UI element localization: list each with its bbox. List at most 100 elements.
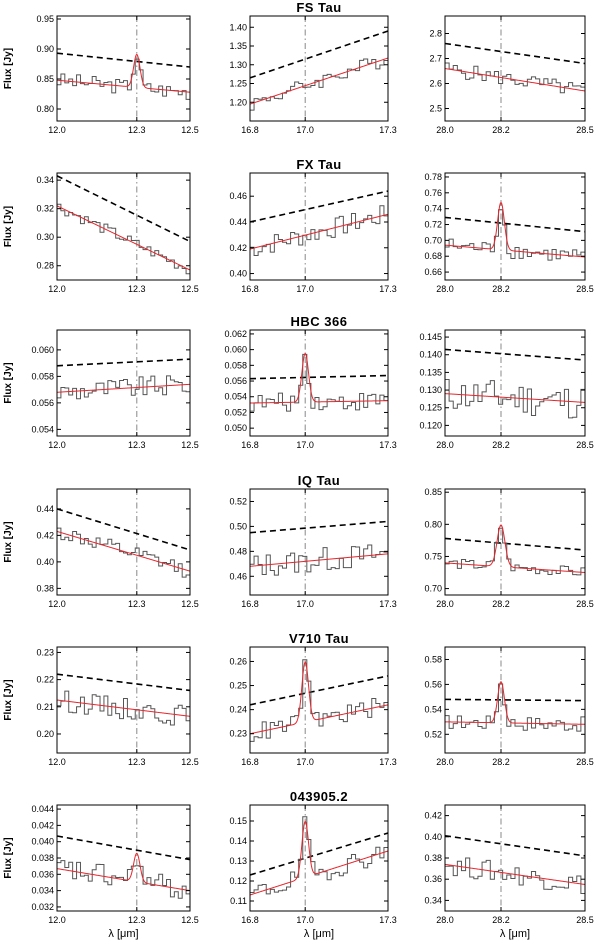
y-tick-label: 1.30: [229, 60, 247, 70]
x-tick-label: 12.5: [181, 440, 199, 450]
plot-area: [57, 16, 190, 121]
y-tick-label: 0.25: [229, 681, 247, 691]
plot-area: [250, 805, 388, 911]
panel-frame: [56, 172, 191, 281]
plot-area: [445, 173, 585, 280]
continuum-line: [445, 216, 585, 233]
observed-spectrum: [250, 58, 388, 111]
continuum-line: [57, 673, 190, 692]
x-tick-label: 12.3: [128, 915, 146, 925]
y-tick-label: 0.56: [424, 679, 442, 689]
x-tick-label: 12.3: [128, 599, 146, 609]
x-tick-label: 12.5: [181, 599, 199, 609]
y-tick-label: 0.44: [36, 504, 54, 514]
y-tick-label: 0.46: [229, 191, 247, 201]
x-tick-label: 12.0: [48, 757, 66, 767]
star-title: FX Tau: [296, 157, 341, 172]
y-tick-label: 0.12: [229, 876, 247, 886]
panel-frame: [56, 15, 191, 122]
continuum-line: [57, 835, 190, 861]
model-fit: [250, 553, 388, 567]
continuum-line: [250, 190, 388, 223]
panel: 16.8 17.0 17.3 0.40 0.42 0.44 0.46 FX Tau: [229, 157, 396, 294]
x-tick-label: 28.5: [576, 440, 594, 450]
plot-area: [445, 330, 585, 436]
y-tick-label: 0.044: [31, 804, 54, 814]
y-tick-label: 0.060: [224, 345, 247, 355]
x-tick-label: 28.5: [576, 125, 594, 135]
y-tick-label: 0.40: [424, 832, 442, 842]
y-tick-label: 1.25: [229, 79, 247, 89]
x-tick-label: 12.0: [48, 915, 66, 925]
y-tick-label: 2.7: [429, 54, 442, 64]
y-tick-label: 0.21: [36, 702, 54, 712]
observed-spectrum: [250, 816, 388, 895]
y-tick-label: 0.058: [224, 360, 247, 370]
plot-area: [445, 805, 585, 911]
x-tick-label: 17.3: [379, 915, 397, 925]
y-tick-label: 0.52: [424, 729, 442, 739]
y-tick-label: 0.38: [424, 853, 442, 863]
panel: 12.0 12.3 12.5 0.28 0.30 0.32 0.34 Flux [Jy]: [3, 172, 199, 294]
y-tick-label: 0.50: [229, 521, 247, 531]
x-tick-label: 12.5: [181, 284, 199, 294]
y-tick-label: 0.42: [36, 530, 54, 540]
y-tick-label: 0.54: [424, 704, 442, 714]
x-tick-label: 17.0: [296, 284, 314, 294]
panel: 12.0 12.3 12.5 0.20 0.21 0.22 0.23 Flux [Jy]: [3, 646, 199, 767]
continuum-line: [250, 30, 388, 79]
y-tick-label: 0.75: [424, 551, 442, 561]
y-tick-label: 0.040: [31, 837, 54, 847]
y-tick-label: 0.23: [229, 729, 247, 739]
continuum-line: [250, 675, 388, 706]
y-tick-label: 0.80: [424, 519, 442, 529]
observed-spectrum: [445, 62, 585, 94]
plot-area: [57, 330, 190, 436]
x-tick-label: 12.3: [128, 125, 146, 135]
x-tick-label: 16.8: [241, 125, 259, 135]
y-axis-label: Flux [Jy]: [3, 521, 14, 562]
x-tick-label: 16.8: [241, 440, 259, 450]
panel-frame: [249, 172, 389, 281]
x-tick-label: 12.0: [48, 125, 66, 135]
x-tick-label: 28.5: [576, 284, 594, 294]
x-tick-label: 17.0: [296, 125, 314, 135]
star-title: V710 Tau: [289, 631, 349, 646]
panel: 16.8 17.0 17.3 0.11 0.12 0.13 0.14 0.15 043905.2…: [229, 789, 396, 940]
y-tick-label: 0.42: [229, 243, 247, 253]
model-fit: [250, 352, 388, 404]
y-tick-label: 0.76: [424, 188, 442, 198]
panel-frame: [249, 804, 389, 912]
x-tick-label: 12.0: [48, 284, 66, 294]
plot-area: [250, 647, 388, 753]
observed-spectrum: [57, 203, 190, 275]
y-tick-label: 0.34: [424, 895, 442, 905]
y-tick-label: 0.125: [419, 403, 442, 413]
x-tick-label: 28.2: [492, 757, 510, 767]
y-tick-label: 0.038: [31, 853, 54, 863]
panel: 16.8 17.0 17.3 0.050 0.052 0.054 0.056 0.058 0.0…: [224, 314, 396, 450]
x-tick-label: 28.0: [436, 757, 454, 767]
x-tick-label: 28.5: [576, 757, 594, 767]
model-fit: [57, 852, 190, 892]
y-tick-label: 0.52: [229, 496, 247, 506]
x-tick-label: 28.2: [492, 284, 510, 294]
y-tick-label: 0.74: [424, 204, 442, 214]
observed-spectrum: [445, 857, 585, 894]
y-axis-label: Flux [Jy]: [3, 837, 14, 878]
x-tick-label: 17.3: [379, 284, 397, 294]
y-tick-label: 0.48: [229, 546, 247, 556]
model-fit: [445, 524, 585, 574]
y-tick-label: 0.32: [36, 204, 54, 214]
continuum-line: [445, 348, 585, 361]
x-tick-label: 16.8: [241, 599, 259, 609]
x-tick-label: 17.0: [296, 599, 314, 609]
x-tick-label: 28.2: [492, 915, 510, 925]
y-tick-label: 0.032: [31, 902, 54, 912]
y-tick-label: 2.6: [429, 79, 442, 89]
plot-area: [57, 805, 190, 911]
model-fit: [445, 680, 585, 725]
model-fit: [250, 213, 388, 250]
x-tick-label: 17.3: [379, 125, 397, 135]
